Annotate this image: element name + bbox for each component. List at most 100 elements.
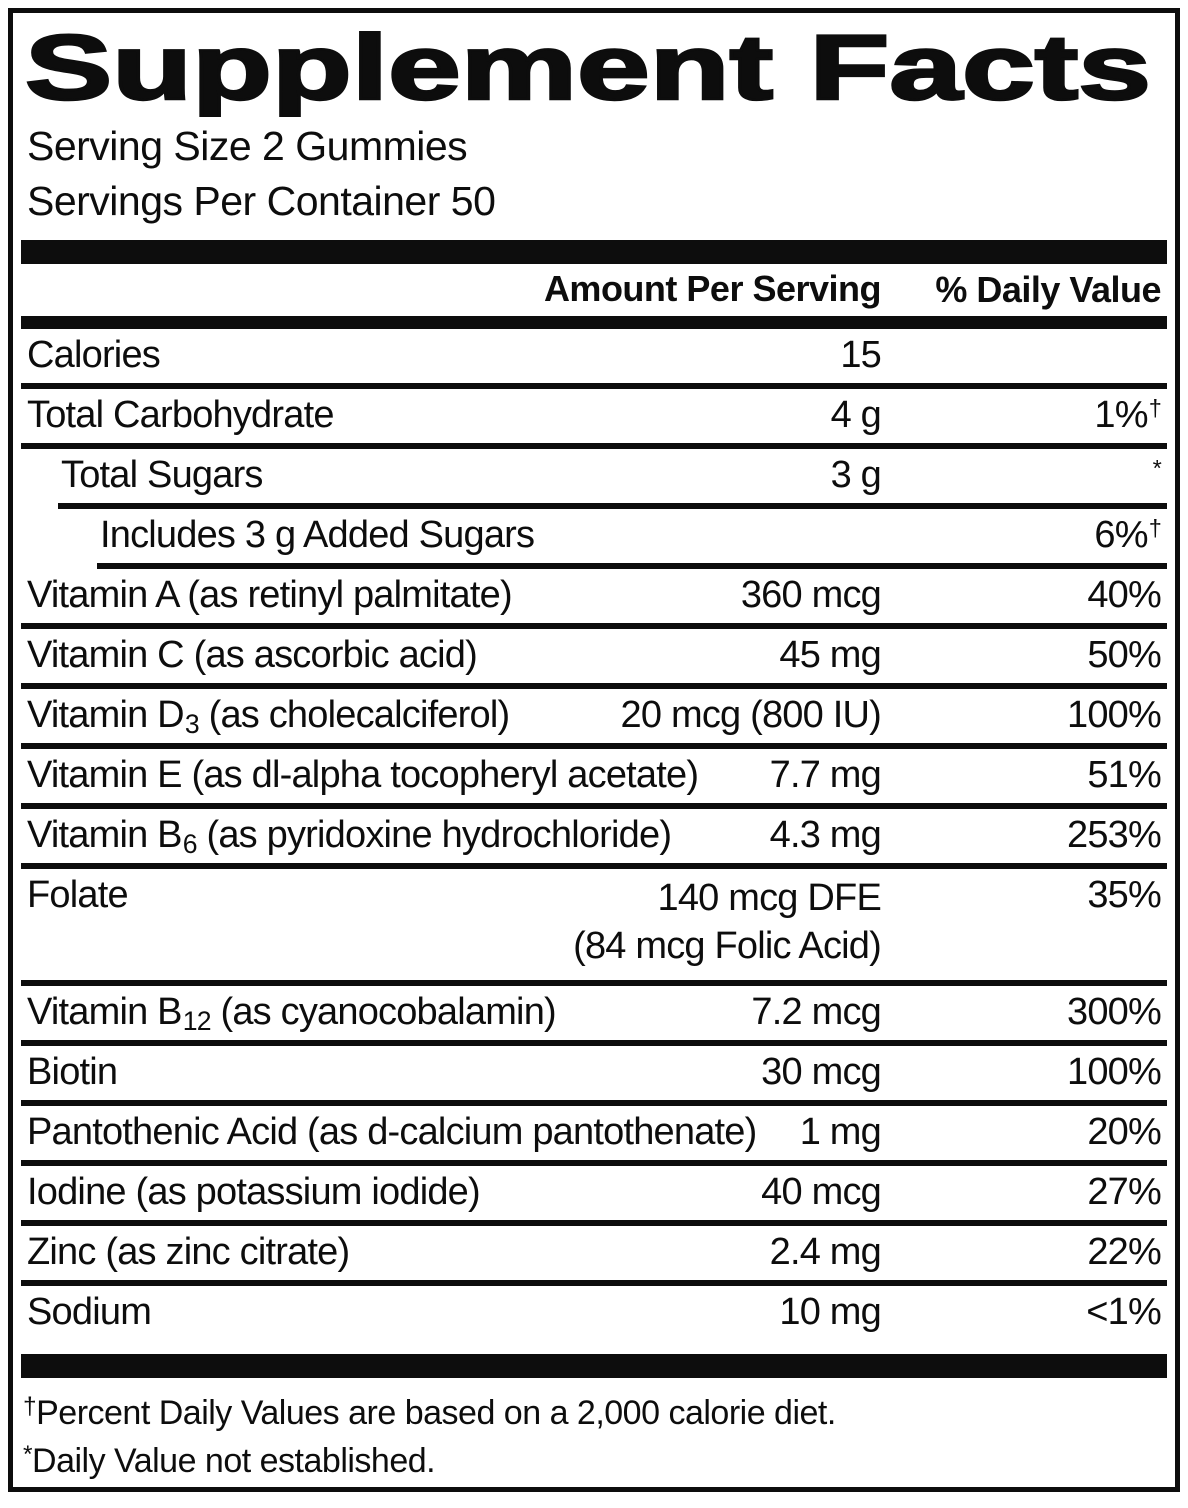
row-separator xyxy=(21,802,1167,809)
amount-per-serving-value: 7.2 mcg xyxy=(751,991,881,1034)
nutrient-label: Vitamin B12 (as cyanocobalamin) xyxy=(27,991,557,1036)
daily-value-mark: * xyxy=(1152,455,1162,482)
amount-per-serving-value: 4 g xyxy=(830,394,882,437)
divider-below-headers xyxy=(21,315,1167,329)
nutrient-label: Iodine (as potassium iodide) xyxy=(27,1171,481,1213)
footnote-not-established: *Daily Value not established. xyxy=(23,1438,1165,1485)
row-separator xyxy=(21,1039,1167,1046)
table-row: Iodine (as potassium iodide) 40 mcg 27% xyxy=(21,1166,1167,1220)
nutrient-label: Total Sugars xyxy=(61,454,263,496)
nutrient-label: Sodium xyxy=(27,1291,152,1333)
table-row: Vitamin C (as ascorbic acid) 45 mg 50% xyxy=(21,629,1167,683)
column-headers: Amount Per Serving % Daily Value xyxy=(21,264,1167,316)
thick-divider-bottom xyxy=(21,1353,1167,1378)
table-row: Pantothenic Acid (as d-calcium pantothen… xyxy=(21,1106,1167,1160)
footnote-text: Daily Value not established. xyxy=(32,1441,436,1480)
amount-per-serving-value: 360 mcg xyxy=(740,574,882,617)
row-separator xyxy=(21,1279,1167,1286)
row-separator xyxy=(21,979,1167,986)
row-separator xyxy=(21,382,1167,389)
table-row: Biotin 30 mcg 100% xyxy=(21,1046,1167,1100)
row-separator xyxy=(21,682,1167,689)
nutrient-label-subscript: 6 xyxy=(182,828,198,859)
table-row: Vitamin B12 (as cyanocobalamin) 7.2 mcg 30… xyxy=(21,986,1167,1040)
table-row: Vitamin E (as dl-alpha tocopheryl acetat… xyxy=(21,749,1167,803)
nutrient-label: Vitamin B6 (as pyridoxine hydrochloride) xyxy=(27,814,672,859)
amount-per-serving-value: 4.3 mg xyxy=(769,814,882,857)
daily-value: <1% xyxy=(1086,1291,1162,1333)
amount-per-serving-value: 30 mcg xyxy=(761,1051,882,1094)
table-row: Vitamin A (as retinyl palmitate) 360 mcg 4… xyxy=(21,569,1167,623)
row-separator xyxy=(21,862,1167,869)
row-separator xyxy=(21,1099,1167,1106)
table-row: Folate 140 mcg DFE (84 mcg Folic Acid) 35% xyxy=(21,869,1167,980)
daily-value: 51% xyxy=(1087,754,1161,796)
amount-per-serving-value: 10 mg xyxy=(779,1291,881,1334)
amount-per-serving-header: Amount Per Serving xyxy=(543,268,882,310)
amount-per-serving-value: 7.7 mg xyxy=(769,754,882,797)
daily-value: 100% xyxy=(1067,694,1162,736)
amount-per-serving-value: 45 mg xyxy=(779,634,881,677)
daily-value: 6%† xyxy=(1094,514,1162,556)
row-separator xyxy=(21,1219,1167,1226)
table-row: Calories 15 xyxy=(21,329,1167,383)
amount-per-serving-value: 2.4 mg xyxy=(769,1231,882,1274)
nutrient-label-subscript: 3 xyxy=(184,708,200,739)
row-separator xyxy=(21,742,1167,749)
table-row: Sodium 10 mg <1% xyxy=(21,1286,1167,1340)
table-row: Total Carbohydrate 4 g 1%† xyxy=(21,389,1167,443)
nutrient-label: Vitamin D3 (as cholecalciferol) xyxy=(27,694,510,739)
table-row: Zinc (as zinc citrate) 2.4 mg 22% xyxy=(21,1226,1167,1280)
daily-value-mark: † xyxy=(1148,515,1162,542)
table-row: Vitamin B6 (as pyridoxine hydrochloride)… xyxy=(21,809,1167,863)
row-separator xyxy=(21,1159,1167,1166)
daily-value: 300% xyxy=(1067,991,1162,1033)
servings-per-container-line: Servings Per Container 50 xyxy=(27,178,496,225)
dagger-mark: † xyxy=(23,1392,37,1420)
nutrient-label: Includes 3 g Added Sugars xyxy=(100,514,535,556)
nutrient-label: Vitamin A (as retinyl palmitate) xyxy=(27,574,513,616)
daily-value: 35% xyxy=(1087,873,1161,916)
nutrient-label: Total Carbohydrate xyxy=(27,394,334,436)
supplement-facts-panel: Supplement Facts Serving Size 2 Gummies … xyxy=(8,8,1180,1492)
serving-size-line: Serving Size 2 Gummies xyxy=(27,123,468,169)
amount-per-serving-value: 3 g xyxy=(830,454,882,497)
row-separator xyxy=(21,442,1167,449)
daily-value-mark: † xyxy=(1148,395,1162,422)
daily-value: 100% xyxy=(1067,1051,1162,1093)
nutrient-label: Folate xyxy=(27,873,129,916)
amount-per-serving-value: 1 mg xyxy=(799,1111,882,1154)
panel-title-text: Supplement Facts xyxy=(25,23,1151,117)
amount-per-serving-value: 40 mcg xyxy=(761,1171,882,1214)
row-separator xyxy=(58,502,1167,509)
nutrient-label: Calories xyxy=(27,334,161,376)
daily-value: 50% xyxy=(1087,634,1161,676)
daily-value: 253% xyxy=(1067,814,1162,856)
table-row: Vitamin D3 (as cholecalciferol) 20 mcg (8… xyxy=(21,689,1167,743)
footnotes: †Percent Daily Values are based on a 2,0… xyxy=(21,1378,1167,1485)
nutrient-label: Vitamin E (as dl-alpha tocopheryl acetat… xyxy=(27,754,699,796)
nutrient-label: Pantothenic Acid (as d-calcium pantothen… xyxy=(27,1111,757,1153)
nutrient-label-subscript: 12 xyxy=(182,1005,212,1036)
nutrient-label: Biotin xyxy=(27,1051,118,1093)
footnote-daily-values: †Percent Daily Values are based on a 2,0… xyxy=(23,1390,1165,1437)
daily-value: 22% xyxy=(1087,1231,1161,1273)
daily-value: 1%† xyxy=(1094,394,1162,436)
row-separator xyxy=(21,622,1167,629)
daily-value: 27% xyxy=(1087,1171,1161,1213)
amount-per-serving-value: 140 mcg DFE (84 mcg Folic Acid) xyxy=(573,876,882,968)
row-separator xyxy=(97,562,1167,569)
daily-value: 20% xyxy=(1087,1111,1161,1153)
amount-per-serving-value: 20 mcg (800 IU) xyxy=(620,694,882,737)
nutrient-label: Vitamin C (as ascorbic acid) xyxy=(27,634,478,676)
nutrient-label: Zinc (as zinc citrate) xyxy=(27,1231,350,1273)
amount-per-serving-value: 15 xyxy=(840,334,881,377)
facts-table-rows: Calories 15 Total Carbohydrate 4 g 1%† Total … xyxy=(21,329,1167,1340)
footnote-text: Percent Daily Values are based on a 2,00… xyxy=(36,1393,836,1432)
daily-value: 40% xyxy=(1087,574,1161,616)
daily-value-header: % Daily Value xyxy=(935,268,1161,310)
asterisk-mark: * xyxy=(23,1441,33,1469)
daily-value: * xyxy=(881,454,1162,497)
thick-divider-top xyxy=(21,239,1167,264)
table-row: Total Sugars 3 g * xyxy=(21,449,1167,503)
